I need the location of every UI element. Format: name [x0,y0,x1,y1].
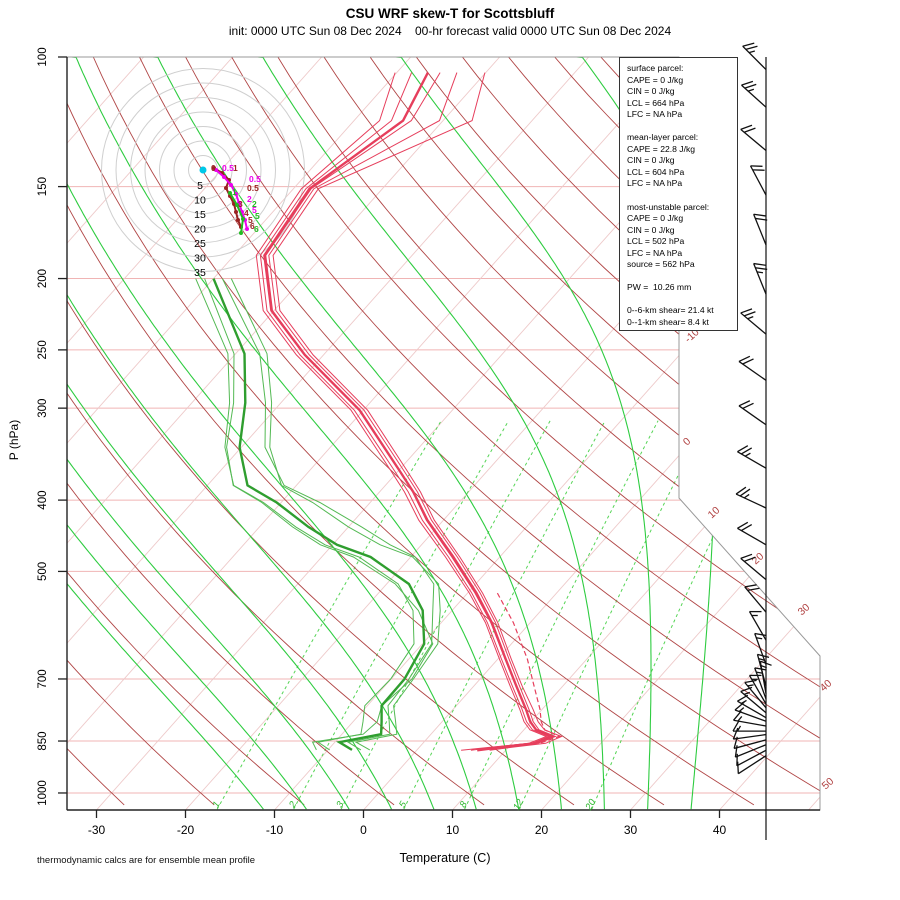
hodograph-ring-label: 30 [194,253,206,265]
footer-note: thermodynamic calcs are for ensemble mea… [37,855,256,866]
isotherm-label: 30 [796,601,813,618]
mixing-ratio-label: 8 [458,799,471,810]
hodograph-ring-label: 5 [197,180,203,192]
hodograph-height-label: 3 [238,199,243,209]
hodograph-ring-label: 35 [194,267,206,279]
pressure-tick-label: 700 [37,669,49,688]
hodograph-ring-label: 15 [194,209,206,221]
info-line: most-unstable parcel: [627,201,710,212]
info-line: CIN = 0 J/kg [627,224,675,235]
info-line: LFC = NA hPa [627,247,683,258]
parcel-info-box: surface parcel: CAPE = 0 J/kg CIN = 0 J/kg… [619,57,738,331]
temp-tick-label: 20 [535,823,549,837]
page-title: CSU WRF skew-T for Scottsbluff [345,6,555,21]
info-line: LCL = 664 hPa [627,97,685,108]
y-axis-label: P (hPa) [7,419,21,461]
pressure-tick-label: 1000 [37,780,49,806]
hodograph-height-label: 6 [254,224,259,234]
hodograph-height-label: 5 [248,215,253,225]
hodograph-height-label: 1 [233,163,238,173]
mixing-ratio-label: 2 [287,799,300,811]
pressure-tick-label: 250 [37,340,49,359]
info-line: CIN = 0 J/kg [627,155,675,166]
pressure-tick-label: 200 [37,269,49,288]
info-line: CAPE = 22.8 J/kg [627,143,696,154]
dewpoint-member-line [195,278,415,751]
hodograph-height-label: 0.5 [222,163,234,173]
info-line: 0--1-km shear= 8.4 kt [627,317,709,328]
info-line [627,271,737,283]
hodograph-height-label: 4 [244,208,249,218]
info-line: LFC = NA hPa [627,178,683,189]
info-line [627,190,737,202]
pressure-tick-label: 850 [37,731,49,750]
pressure-tick-label: 100 [37,47,49,66]
temp-tick-label: 0 [360,823,367,837]
x-axis-label: Temperature (C) [399,851,491,865]
info-line: PW = 10.26 mm [627,282,692,293]
info-line: CIN = 0 J/kg [627,86,675,97]
info-line: source = 562 hPa [627,259,695,270]
hodograph-height-label: 0.5 [249,174,261,184]
dewpoint-member-line [221,278,435,751]
hodograph-height-label: 0 [211,163,216,173]
hodograph-trace-member-green [229,192,245,234]
hodograph-height-label: 1 [232,187,237,197]
dry-adiabat-lines [67,57,820,806]
mixing-ratio-label: 3 [334,799,347,810]
hodograph-ring-label: 25 [194,238,206,250]
temp-tick-label: -10 [266,823,284,837]
dewpoint-member-line [230,278,441,751]
pressure-tick-label: 300 [37,399,49,418]
isotherm-label: 10 [706,504,723,521]
info-line: LCL = 604 hPa [627,166,685,177]
hodograph-height-label: 5 [252,205,257,215]
info-line: LCL = 502 hPa [627,236,685,247]
info-line: LFC = NA hPa [627,109,683,120]
isotherm-label: 50 [820,775,837,792]
mixing-ratio-label: 1 [211,800,223,810]
isobar-lines [67,57,820,794]
isotherm-label: 0 [681,435,693,448]
temp-tick-label: -30 [88,823,106,837]
temp-tick-label: 10 [446,823,460,837]
mixing-ratio-lines [216,420,769,810]
dewpoint-member-line [204,278,434,751]
info-line: CAPE = 0 J/kg [627,213,684,224]
dewpoint-mean-line [212,278,426,751]
info-line: 0--6-km shear= 21.4 kt [627,305,714,316]
temperature-member-line [259,72,551,751]
chart-subtitle: init: 0000 UTC Sun 08 Dec 2024 00-hr for… [228,24,672,38]
moist-adiabat-lines [67,57,715,810]
hodograph-height-label: 2 [247,194,252,204]
hodograph-height-label: 6 [250,221,255,231]
pressure-tick-label: 500 [37,562,49,581]
temp-tick-label: 40 [713,823,727,837]
temp-tick-label: -20 [177,823,195,837]
info-line: CAPE = 0 J/kg [627,74,684,85]
info-line: surface parcel: [627,63,684,73]
info-line: mean-layer parcel: [627,132,699,143]
parcel-path-line [496,592,561,744]
hodograph-height-label: 2 [252,199,257,209]
hodograph-height-label: 5 [255,211,260,221]
storm-motion-dot [199,166,207,174]
info-line [627,121,737,133]
temperature-member-line [255,72,548,751]
pressure-tick-label: 150 [37,177,49,196]
wind-barbs [732,42,772,840]
mixing-ratio-label: 5 [397,799,410,810]
hodograph-ring-label: 20 [194,224,206,236]
sounding-profiles [195,72,563,752]
hodograph-height-label: 0.5 [247,183,259,193]
temperature-mean-line [263,72,556,752]
hodograph-ring-label: 10 [194,195,206,207]
pressure-tick-label: 400 [37,491,49,510]
info-line [627,294,737,306]
temp-tick-label: 30 [624,823,638,837]
